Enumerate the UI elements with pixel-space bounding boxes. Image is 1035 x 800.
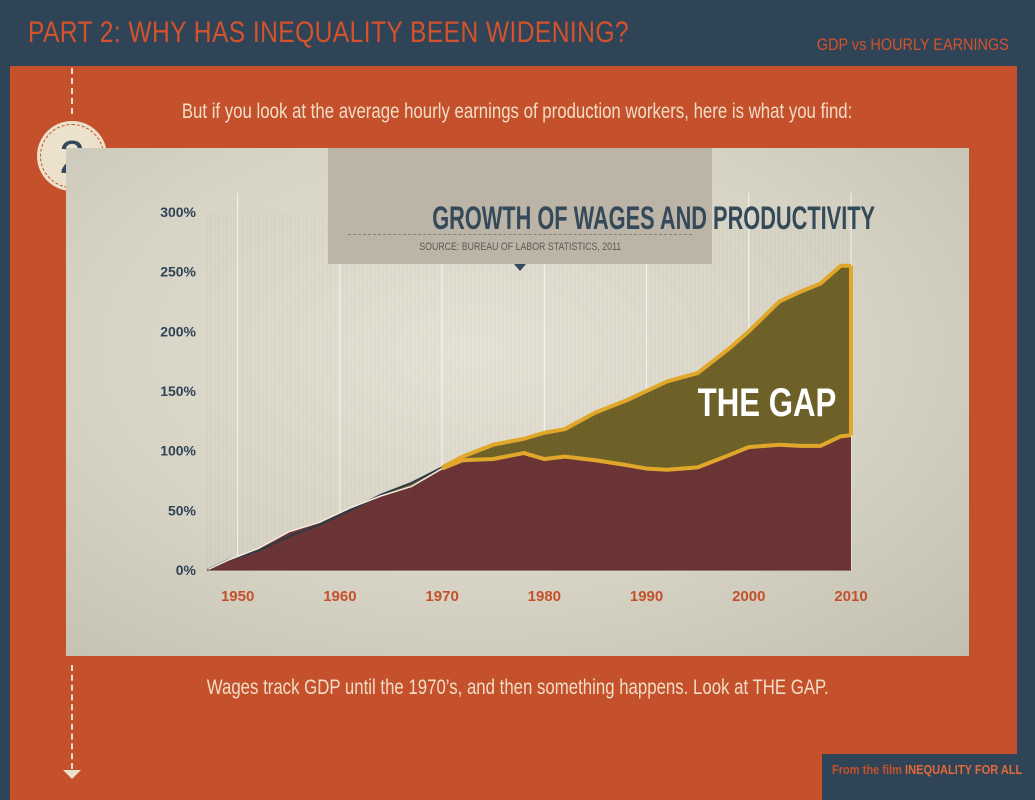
x-tick-label: 2000 [732,588,765,605]
x-tick-label: 1950 [221,588,254,605]
y-tick-label: 150% [160,383,196,399]
x-tick-label: 1980 [528,588,561,605]
x-tick-label: 1960 [323,588,356,605]
credit-prefix: From the film [832,762,906,777]
y-tick-label: 250% [160,264,196,280]
y-tick-label: 50% [168,502,197,518]
wages-line [441,433,852,472]
y-tick-label: 100% [160,443,196,459]
y-tick-label: 200% [160,323,196,339]
arrow-down-icon [63,770,81,779]
caret-down-icon [514,264,526,271]
productivity-line [441,263,851,470]
title-divider [348,234,692,235]
productivity-line-early [206,455,464,571]
lead-text: But if you look at the average hourly ea… [182,100,853,123]
y-tick-label: 300% [160,204,196,220]
flow-line-bottom [71,665,73,769]
credit-film: INEQUALITY FOR ALL [905,762,1023,777]
chart-title: GROWTH OF WAGES AND PRODUCTIVITY [432,200,876,236]
section-label: GDP vs HOURLY EARNINGS [817,35,1009,54]
y-tick-label: 0% [176,562,197,578]
chart-source: SOURCE: BUREAU OF LABOR STATISTICS, 2011 [419,241,621,253]
gap-annotation: THE GAP [698,380,837,425]
flow-line-top [71,68,73,114]
x-tick-label: 2010 [834,588,867,605]
chart-title-box: GROWTH OF WAGES AND PRODUCTIVITY SOURCE:… [328,148,875,271]
x-tick-label: 1970 [425,588,458,605]
page-title: PART 2: WHY HAS INEQUALITY BEEN WIDENING… [28,16,629,49]
wages-line-early [206,459,463,571]
film-credit: From the film INEQUALITY FOR ALL [822,754,1022,800]
footer-text: Wages track GDP until the 1970’s, and th… [206,676,829,699]
x-tick-label: 1990 [630,588,663,605]
